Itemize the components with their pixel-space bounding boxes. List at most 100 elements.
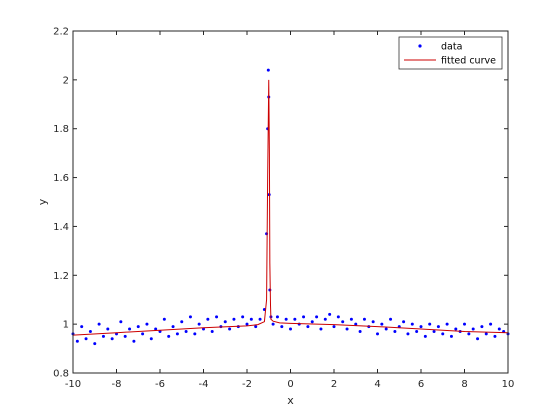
data-point (306, 325, 310, 329)
plot-area (73, 31, 508, 373)
data-point (162, 317, 166, 321)
x-tick-label: 6 (418, 379, 424, 390)
data-point (123, 334, 127, 338)
data-point (97, 322, 101, 326)
x-tick-label: -10 (65, 379, 81, 390)
y-tick-label: 0.8 (53, 369, 69, 380)
x-axis: -10 -8 -6 -4 -2 0 2 4 6 8 10 (65, 31, 515, 390)
data-point (449, 334, 453, 338)
data-point (210, 329, 214, 333)
data-point (245, 322, 249, 326)
data-point (289, 327, 292, 331)
data-point (149, 337, 153, 341)
x-tick-label: 4 (374, 379, 380, 390)
data-point (345, 327, 349, 331)
data-layer (71, 68, 510, 346)
data-point (141, 332, 145, 336)
y-axis-label: y (36, 198, 49, 205)
y-tick-label: 2 (63, 75, 69, 86)
data-point (471, 327, 475, 331)
fit-layer (72, 79, 509, 336)
x-tick-label: -4 (199, 379, 209, 390)
data-point (128, 327, 132, 331)
data-point (336, 315, 340, 319)
data-point (275, 315, 279, 319)
data-point (406, 332, 410, 336)
data-point (362, 317, 366, 321)
data-point (75, 339, 79, 343)
data-point (106, 327, 110, 331)
data-point (380, 322, 384, 326)
x-tick-label: -6 (155, 379, 165, 390)
data-point (119, 320, 123, 324)
data-point (280, 325, 284, 329)
y-tick-label: 1.4 (53, 222, 69, 233)
x-tick-label: -2 (242, 379, 252, 390)
x-tick-label: 0 (287, 379, 293, 390)
data-point (136, 325, 140, 329)
data-point (315, 315, 319, 319)
legend-marker-data (418, 44, 422, 48)
data-point (384, 327, 388, 331)
data-point (310, 320, 314, 324)
data-point (319, 327, 323, 331)
data-point (284, 317, 288, 321)
data-point (323, 317, 327, 321)
legend: data fitted curve (398, 36, 503, 70)
data-point (266, 68, 270, 72)
data-point (441, 332, 445, 336)
x-tick-label: -8 (112, 379, 122, 390)
data-point (132, 339, 136, 343)
y-tick-label: 2.2 (53, 27, 69, 38)
data-point (110, 337, 114, 341)
data-point (293, 317, 297, 321)
legend-box (398, 36, 503, 70)
data-point (476, 337, 480, 341)
data-point (376, 332, 379, 336)
data-point (445, 322, 449, 326)
data-point (93, 342, 97, 346)
data-point (419, 325, 423, 329)
data-point (428, 322, 432, 326)
data-point (228, 327, 232, 331)
data-point (84, 337, 88, 341)
y-tick-label: 1 (63, 320, 69, 331)
data-point (206, 317, 210, 321)
fitted-curve-line (72, 79, 509, 336)
data-point (197, 322, 201, 326)
data-point (80, 325, 84, 329)
data-point (497, 327, 501, 331)
data-point (145, 322, 149, 326)
data-point (271, 322, 275, 326)
data-point (493, 334, 497, 338)
data-point (193, 332, 197, 336)
data-point (389, 317, 393, 321)
data-point (454, 327, 458, 331)
data-point (254, 325, 258, 329)
data-point (480, 325, 484, 329)
data-point (232, 317, 236, 321)
legend-label-fitted-curve: fitted curve (441, 56, 496, 67)
data-point (175, 332, 179, 336)
data-point (489, 322, 493, 326)
data-point (467, 332, 471, 336)
x-axis-label: x (287, 394, 294, 407)
data-point (423, 334, 427, 338)
data-point (249, 317, 253, 321)
data-point (436, 325, 440, 329)
data-point (241, 315, 245, 319)
data-point (154, 327, 158, 331)
data-point (101, 334, 105, 338)
data-point (215, 315, 219, 319)
data-point (223, 320, 227, 324)
data-point (463, 322, 466, 326)
y-tick-label: 1.6 (53, 173, 69, 184)
data-point (332, 325, 336, 329)
data-point (167, 334, 171, 338)
x-tick-label: 10 (502, 379, 515, 390)
data-point (180, 320, 184, 324)
data-point (258, 317, 262, 321)
data-point (393, 329, 397, 333)
